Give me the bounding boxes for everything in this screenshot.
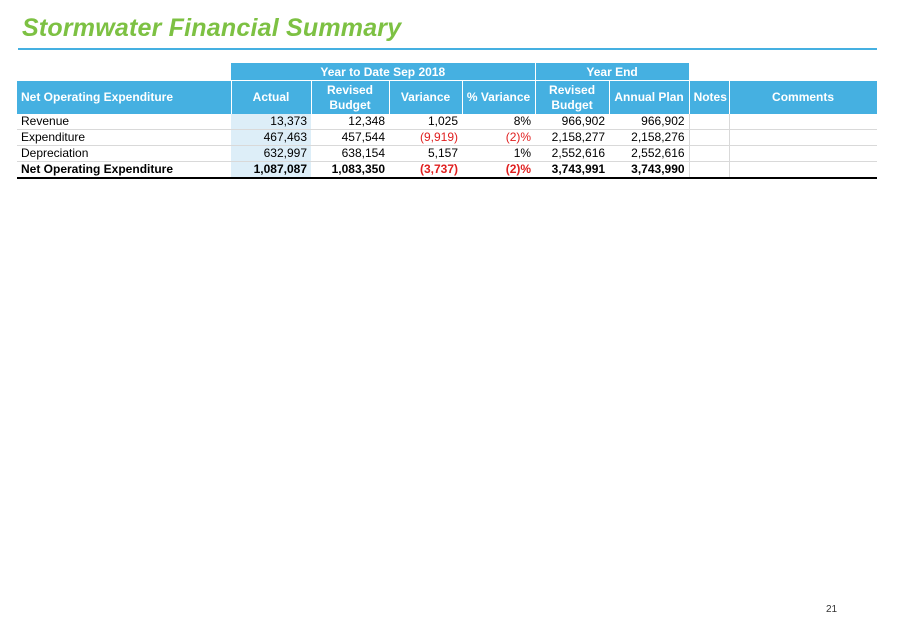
column-header-comments: Comments (729, 80, 878, 114)
cell-annual-plan: 2,552,616 (609, 145, 690, 162)
column-header-ye-revised-budget: Revised Budget (535, 80, 610, 114)
cell-pct-variance: (2)% (462, 129, 536, 146)
page-number: 21 (826, 604, 838, 615)
cell-ye-revised-budget: 2,552,616 (535, 145, 610, 162)
row-label: Net Operating Expenditure (17, 161, 231, 179)
group-header-year-end: Year End (535, 63, 690, 81)
column-header-annual-plan: Annual Plan (609, 80, 690, 114)
column-header-row: Net Operating Expenditure Actual Revised… (17, 80, 878, 114)
cell-pct-variance: (2)% (462, 161, 536, 179)
cell-notes (689, 114, 730, 130)
group-header-row: Year to Date Sep 2018 Year End (17, 63, 877, 81)
cell-variance: 5,157 (389, 145, 462, 162)
page-title: Stormwater Financial Summary (22, 14, 402, 42)
column-header-pct-variance: % Variance (462, 80, 536, 114)
table-row-total: Net Operating Expenditure 1,087,087 1,08… (17, 161, 878, 179)
group-header-blank-notes (689, 63, 729, 81)
cell-revised-budget: 1,083,350 (311, 161, 389, 179)
cell-notes (689, 161, 730, 179)
row-label: Expenditure (17, 129, 231, 146)
table-row-expenditure: Expenditure 467,463 457,544 (9,919) (2)%… (17, 129, 878, 146)
cell-annual-plan: 966,902 (609, 114, 690, 130)
cell-ye-revised-budget: 2,158,277 (535, 129, 610, 146)
row-label: Revenue (17, 114, 231, 130)
group-header-blank (17, 63, 231, 81)
cell-pct-variance: 8% (462, 114, 536, 130)
cell-variance: (3,737) (389, 161, 462, 179)
cell-actual: 13,373 (231, 114, 311, 130)
cell-actual: 632,997 (231, 145, 311, 162)
column-header-label: Net Operating Expenditure (17, 80, 232, 114)
column-header-actual: Actual (231, 80, 312, 114)
cell-variance: (9,919) (389, 129, 462, 146)
cell-notes (689, 145, 730, 162)
cell-annual-plan: 3,743,990 (609, 161, 690, 179)
group-header-ytd: Year to Date Sep 2018 (231, 63, 536, 81)
cell-comments (729, 114, 878, 130)
cell-comments (729, 129, 878, 146)
column-header-revised-budget: Revised Budget (311, 80, 390, 114)
cell-notes (689, 129, 730, 146)
group-header-blank-comments (729, 63, 877, 81)
cell-ye-revised-budget: 3,743,991 (535, 161, 610, 179)
financial-summary-table: Year to Date Sep 2018 Year End Net Opera… (17, 63, 878, 179)
table-row-revenue: Revenue 13,373 12,348 1,025 8% 966,902 9… (17, 114, 878, 130)
column-header-variance: Variance (389, 80, 463, 114)
cell-actual: 467,463 (231, 129, 311, 146)
cell-pct-variance: 1% (462, 145, 536, 162)
title-divider (18, 48, 877, 50)
cell-revised-budget: 12,348 (311, 114, 389, 130)
cell-revised-budget: 457,544 (311, 129, 389, 146)
cell-actual: 1,087,087 (231, 161, 311, 179)
cell-revised-budget: 638,154 (311, 145, 389, 162)
cell-annual-plan: 2,158,276 (609, 129, 690, 146)
cell-comments (729, 161, 878, 179)
row-label: Depreciation (17, 145, 231, 162)
table-row-depreciation: Depreciation 632,997 638,154 5,157 1% 2,… (17, 145, 878, 162)
cell-comments (729, 145, 878, 162)
cell-ye-revised-budget: 966,902 (535, 114, 610, 130)
cell-variance: 1,025 (389, 114, 462, 130)
column-header-notes: Notes (689, 80, 730, 114)
